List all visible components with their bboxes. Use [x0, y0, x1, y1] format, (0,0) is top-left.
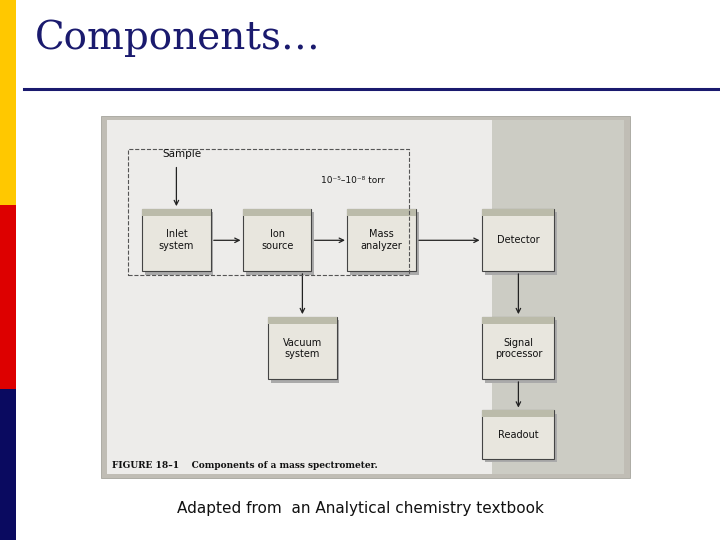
Bar	[348, 209, 416, 271]
Text: Sample: Sample	[162, 149, 201, 159]
Bar	[482, 209, 554, 271]
Bar	[482, 317, 554, 379]
Bar	[271, 321, 340, 382]
Bar	[485, 414, 557, 462]
Bar	[243, 209, 311, 271]
Bar	[0, 389, 16, 540]
Bar	[128, 148, 409, 275]
Bar	[143, 209, 210, 215]
Bar	[351, 212, 419, 274]
Bar	[145, 212, 213, 274]
Bar	[101, 116, 630, 478]
Text: Ion
source: Ion source	[261, 230, 293, 251]
Bar	[107, 120, 624, 474]
Text: Inlet
system: Inlet system	[158, 230, 194, 251]
Bar	[143, 209, 210, 271]
Bar	[348, 209, 416, 215]
Bar	[243, 209, 311, 215]
Text: Adapted from  an Analytical chemistry textbook: Adapted from an Analytical chemistry tex…	[176, 501, 544, 516]
Text: Readout: Readout	[498, 430, 539, 440]
Bar	[485, 321, 557, 382]
Bar	[268, 317, 337, 379]
Text: Vacuum
system: Vacuum system	[283, 338, 322, 359]
Text: Signal
processor: Signal processor	[495, 338, 542, 359]
Text: 10⁻⁵–10⁻⁸ torr: 10⁻⁵–10⁻⁸ torr	[321, 176, 384, 185]
Bar	[268, 317, 337, 324]
Bar	[0, 205, 16, 389]
Bar	[0, 0, 16, 205]
Bar	[492, 120, 624, 474]
Text: Mass
analyzer: Mass analyzer	[361, 230, 402, 251]
Text: Detector: Detector	[497, 235, 540, 245]
Bar	[485, 212, 557, 274]
Text: FIGURE 18–1    Components of a mass spectrometer.: FIGURE 18–1 Components of a mass spectro…	[112, 461, 377, 470]
Bar	[246, 212, 314, 274]
Bar	[482, 317, 554, 324]
Bar	[482, 410, 554, 459]
Bar	[482, 209, 554, 215]
Text: Components…: Components…	[35, 19, 320, 57]
Bar	[482, 410, 554, 417]
